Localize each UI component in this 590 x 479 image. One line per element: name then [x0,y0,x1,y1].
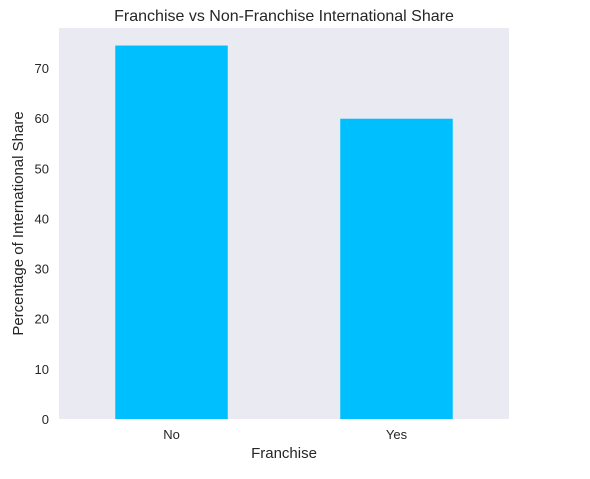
x-axis-label: Franchise [251,445,317,462]
y-tick-label: 70 [35,61,49,76]
y-tick-label: 30 [35,262,49,277]
y-tick-label: 60 [35,111,49,126]
x-tick-label: Yes [386,427,408,442]
y-tick-label: 50 [35,161,49,176]
x-axis-ticks: No Yes [163,427,407,442]
y-tick-label: 10 [35,362,49,377]
x-tick-label: No [163,427,180,442]
bar-yes [340,118,453,419]
bar-no [115,45,228,420]
y-tick-label: 0 [42,412,49,427]
chart-title: Franchise vs Non-Franchise International… [114,8,454,25]
y-axis-ticks: 0 10 20 30 40 50 60 70 [35,61,49,427]
y-tick-label: 40 [35,211,49,226]
y-axis-label: Percentage of International Share [10,111,27,335]
y-tick-label: 20 [35,312,49,327]
bars-layer [115,45,453,420]
